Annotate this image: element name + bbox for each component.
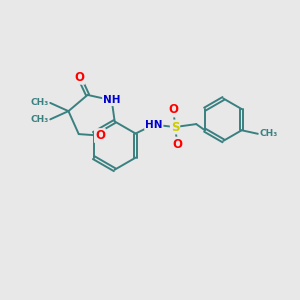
Text: O: O (95, 129, 105, 142)
Text: O: O (169, 103, 178, 116)
Text: CH₃: CH₃ (259, 129, 278, 138)
Text: HN: HN (145, 120, 163, 130)
Text: O: O (172, 138, 182, 151)
Text: O: O (74, 71, 84, 84)
Text: S: S (171, 121, 179, 134)
Text: CH₃: CH₃ (31, 115, 49, 124)
Text: NH: NH (103, 95, 121, 105)
Text: CH₃: CH₃ (31, 98, 49, 107)
